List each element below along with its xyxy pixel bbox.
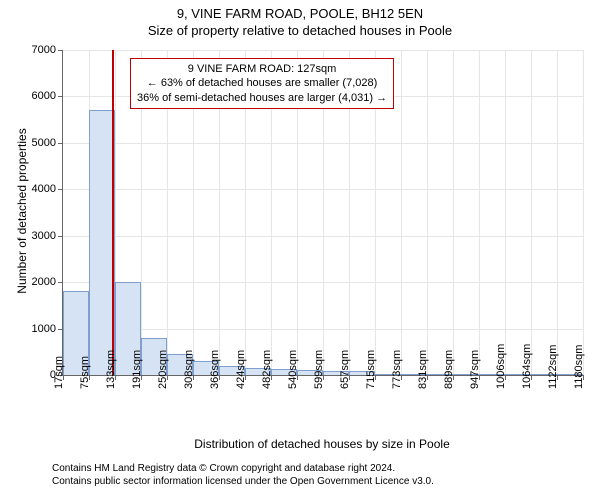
histogram-bar: [89, 110, 115, 375]
annotation-line-1: 9 VINE FARM ROAD: 127sqm: [137, 62, 387, 76]
gridline-v: [453, 50, 454, 375]
ytick-mark: [58, 282, 63, 283]
gridline-v: [505, 50, 506, 375]
ytick-label: 4000: [32, 183, 56, 195]
gridline-v: [427, 50, 428, 375]
ytick-label: 1000: [32, 323, 56, 335]
footer-line-2: Contains public sector information licen…: [52, 475, 434, 488]
gridline-v: [401, 50, 402, 375]
gridline-v: [583, 50, 584, 375]
gridline-v: [531, 50, 532, 375]
ytick-mark: [58, 189, 63, 190]
ytick-mark: [58, 50, 63, 51]
y-axis-label: Number of detached properties: [15, 121, 29, 301]
x-axis-label: Distribution of detached houses by size …: [62, 437, 582, 451]
ytick-mark: [58, 96, 63, 97]
ytick-label: 5000: [32, 137, 56, 149]
ytick-label: 2000: [32, 276, 56, 288]
ytick-label: 6000: [32, 90, 56, 102]
ytick-mark: [58, 236, 63, 237]
ytick-label: 7000: [32, 44, 56, 56]
ytick-mark: [58, 143, 63, 144]
ytick-label: 3000: [32, 230, 56, 242]
chart-container: 9, VINE FARM ROAD, POOLE, BH12 5EN Size …: [0, 0, 600, 500]
annotation-line-3: 36% of semi-detached houses are larger (…: [137, 91, 387, 105]
property-marker-line: [112, 50, 114, 375]
chart-title: 9, VINE FARM ROAD, POOLE, BH12 5EN: [0, 0, 600, 23]
gridline-v: [557, 50, 558, 375]
annotation-box: 9 VINE FARM ROAD: 127sqm ← 63% of detach…: [130, 58, 394, 109]
gridline-v: [479, 50, 480, 375]
chart-subtitle: Size of property relative to detached ho…: [0, 23, 600, 40]
footer-line-1: Contains HM Land Registry data © Crown c…: [52, 462, 434, 475]
annotation-line-2: ← 63% of detached houses are smaller (7,…: [137, 76, 387, 90]
footer: Contains HM Land Registry data © Crown c…: [52, 462, 434, 488]
